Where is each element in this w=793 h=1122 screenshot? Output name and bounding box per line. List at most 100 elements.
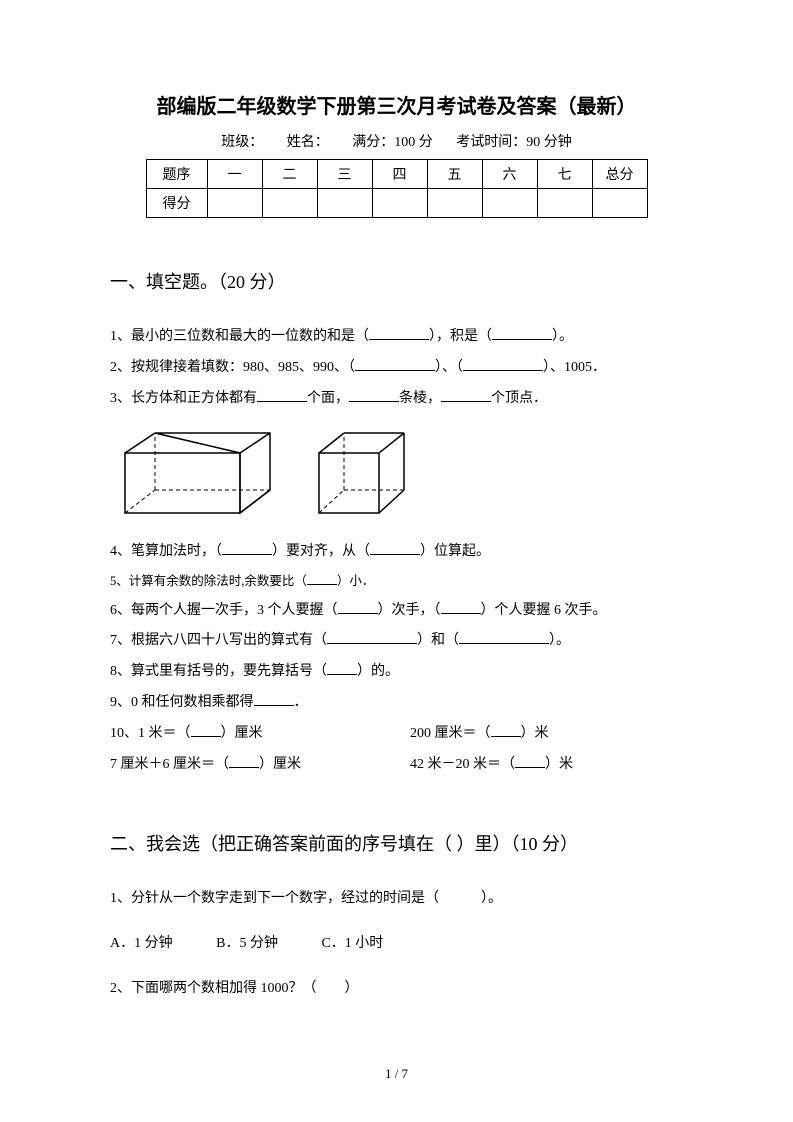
q9-text-a: 9、0 和任何数相乘都得 — [110, 695, 254, 710]
td-blank — [592, 189, 647, 218]
td-blank — [262, 189, 317, 218]
blank-line — [492, 325, 552, 340]
q8-text-b: ）的。 — [357, 664, 399, 679]
cuboid-icon — [120, 428, 280, 518]
q6-text-b: ）次手，（ — [378, 603, 441, 618]
opt-a: A．1 分钟 — [110, 929, 173, 960]
th-seq: 题序 — [146, 160, 207, 189]
opt-b: B．5 分钟 — [216, 929, 278, 960]
q1-text-a: 1、最小的三位数和最大的一位数的和是（ — [110, 329, 369, 344]
blank-line — [229, 753, 259, 768]
q10-1a: 10、1 米＝（ — [110, 726, 191, 741]
blank-line — [459, 629, 549, 644]
s2-q1: 1、分针从一个数字走到下一个数字，经过的时间是（ ）。 — [110, 884, 683, 915]
th-5: 五 — [427, 160, 482, 189]
blank-line — [307, 570, 337, 585]
blank-line — [463, 356, 543, 371]
q5-text-b: ）小． — [337, 574, 375, 588]
q8-text-a: 8、算式里有括号的，要先算括号（ — [110, 664, 327, 679]
fullscore-label: 满分：100 分 — [352, 135, 433, 150]
q10-2d: ）米 — [545, 757, 573, 772]
q6-text-c: ）个人要握 6 次手。 — [481, 603, 607, 618]
q3-text-c: 条棱， — [399, 391, 441, 406]
td-blank — [482, 189, 537, 218]
blank-line — [327, 660, 357, 675]
q10-1d: ）米 — [521, 726, 549, 741]
shapes-diagram — [120, 428, 683, 523]
blank-line — [257, 387, 307, 402]
q7-text-a: 7、根据六八四十八写出的算式有（ — [110, 633, 327, 648]
blank-line — [327, 629, 417, 644]
section1-title: 一、填空题。（20 分） — [110, 268, 683, 294]
th-6: 六 — [482, 160, 537, 189]
th-2: 二 — [262, 160, 317, 189]
blank-line — [254, 691, 294, 706]
q4-text-c: ）位算起。 — [420, 544, 490, 559]
cube-icon — [314, 428, 414, 518]
q3-text-a: 3、长方体和正方体都有 — [110, 391, 257, 406]
th-3: 三 — [317, 160, 372, 189]
td-blank — [537, 189, 592, 218]
s2-q2: 2、下面哪两个数相加得 1000？（ ） — [110, 974, 683, 1005]
td-blank — [427, 189, 482, 218]
q2-text-a: 2、按规律接着填数：980、985、990、（ — [110, 360, 355, 375]
page-number: 1 / 7 — [0, 1066, 793, 1082]
td-blank — [372, 189, 427, 218]
q2-text-b: ）、（ — [435, 360, 463, 375]
q3-text-d: 个顶点． — [491, 391, 547, 406]
page-title: 部编版二年级数学下册第三次月考试卷及答案（最新） — [110, 90, 683, 119]
q4: 4、笔算加法时，（ ）要对齐，从（ ）位算起。 — [110, 537, 683, 568]
section2-title: 二、我会选（把正确答案前面的序号填在（ ）里）（10 分） — [110, 830, 683, 856]
q6: 6、每两个人握一次手，3 个人要握（ ）次手，（ ）个人要握 6 次手。 — [110, 596, 683, 627]
td-blank — [207, 189, 262, 218]
opt-c: C．1 小时 — [321, 929, 383, 960]
th-total: 总分 — [592, 160, 647, 189]
blank-line — [441, 387, 491, 402]
q1-text-c: ）。 — [552, 329, 573, 344]
exam-page: 部编版二年级数学下册第三次月考试卷及答案（最新） 班级： 姓名： 满分：100 … — [0, 0, 793, 1122]
td-score-label: 得分 — [146, 189, 207, 218]
th-7: 七 — [537, 160, 592, 189]
q3: 3、长方体和正方体都有个面，条棱，个顶点． — [110, 384, 683, 415]
s2-q1-options: A．1 分钟 B．5 分钟 C．1 小时 — [110, 929, 683, 960]
time-label: 考试时间：90 分钟 — [456, 135, 572, 150]
th-4: 四 — [372, 160, 427, 189]
q10-2c: 42 米－20 米＝（ — [410, 757, 515, 772]
th-1: 一 — [207, 160, 262, 189]
q7: 7、根据六八四十八写出的算式有（ ）和（ ）。 — [110, 626, 683, 657]
q10-1c: 200 厘米＝（ — [410, 726, 491, 741]
q10-1b: ）厘米 — [221, 726, 263, 741]
q4-text-a: 4、笔算加法时，（ — [110, 544, 222, 559]
q9-text-b: ． — [294, 695, 308, 710]
q8: 8、算式里有括号的，要先算括号（ ）的。 — [110, 657, 683, 688]
q10-row1: 10、1 米＝（ ）厘米 200 厘米＝（ ）米 — [110, 719, 683, 750]
blank-line — [441, 599, 481, 614]
q5: 5、计算有余数的除法时,余数要比（ ）小． — [110, 568, 683, 596]
blank-line — [491, 722, 521, 737]
blank-line — [222, 540, 272, 555]
q1-text-b: ），积是（ — [429, 329, 492, 344]
blank-line — [338, 599, 378, 614]
q7-text-c: ）。 — [549, 633, 570, 648]
q10-row2: 7 厘米＋6 厘米＝（ ）厘米 42 米－20 米＝（ ）米 — [110, 750, 683, 781]
table-row: 得分 — [146, 189, 647, 218]
score-table: 题序 一 二 三 四 五 六 七 总分 得分 — [146, 159, 648, 218]
q1: 1、最小的三位数和最大的一位数的和是（ ），积是（ ）。 — [110, 322, 683, 353]
q7-text-b: ）和（ — [417, 633, 459, 648]
class-label: 班级： — [221, 135, 263, 150]
blank-line — [369, 325, 429, 340]
blank-line — [370, 540, 420, 555]
q6-text-a: 6、每两个人握一次手，3 个人要握（ — [110, 603, 338, 618]
meta-line: 班级： 姓名： 满分：100 分 考试时间：90 分钟 — [110, 131, 683, 151]
name-label: 姓名： — [287, 135, 329, 150]
q2-text-c: ）、1005． — [543, 360, 606, 375]
blank-line — [191, 722, 221, 737]
q10-2a: 7 厘米＋6 厘米＝（ — [110, 757, 229, 772]
q4-text-b: ）要对齐，从（ — [272, 544, 370, 559]
q10-2b: ）厘米 — [259, 757, 301, 772]
q2: 2、按规律接着填数：980、985、990、（ ）、（ ）、1005． — [110, 353, 683, 384]
blank-line — [515, 753, 545, 768]
q9: 9、0 和任何数相乘都得 ． — [110, 688, 683, 719]
q5-text-a: 5、计算有余数的除法时,余数要比（ — [110, 574, 307, 588]
blank-line — [355, 356, 435, 371]
